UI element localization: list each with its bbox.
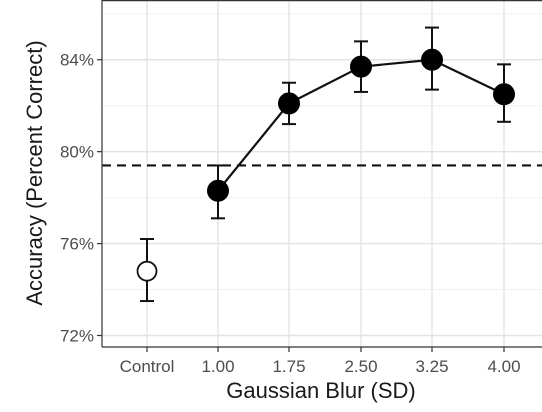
x-axis-ticks: Control 1.00 1.75 2.50 3.25 4.00	[120, 347, 521, 376]
x-tick-label: 1.00	[201, 357, 234, 376]
x-tick-label: 4.00	[487, 357, 520, 376]
x-axis-title: Gaussian Blur (SD)	[226, 378, 416, 403]
data-point	[421, 48, 443, 71]
data-point	[493, 83, 515, 106]
data-point	[278, 92, 300, 115]
y-axis-title: Accuracy (Percent Correct)	[22, 40, 47, 305]
y-tick-label: 72%	[60, 327, 94, 346]
y-tick-label: 76%	[60, 235, 94, 254]
panel-background	[102, 0, 542, 347]
x-tick-label: Control	[120, 357, 175, 376]
x-tick-label: 1.75	[272, 357, 305, 376]
data-point	[207, 179, 229, 202]
control-point	[136, 260, 158, 282]
data-point	[350, 55, 372, 78]
x-tick-label: 3.25	[415, 357, 448, 376]
y-axis-ticks: 72% 76% 80% 84%	[60, 51, 102, 346]
series-group	[136, 26, 515, 303]
x-tick-label: 2.50	[344, 357, 377, 376]
y-tick-label: 84%	[60, 51, 94, 70]
y-tick-label: 80%	[60, 143, 94, 162]
